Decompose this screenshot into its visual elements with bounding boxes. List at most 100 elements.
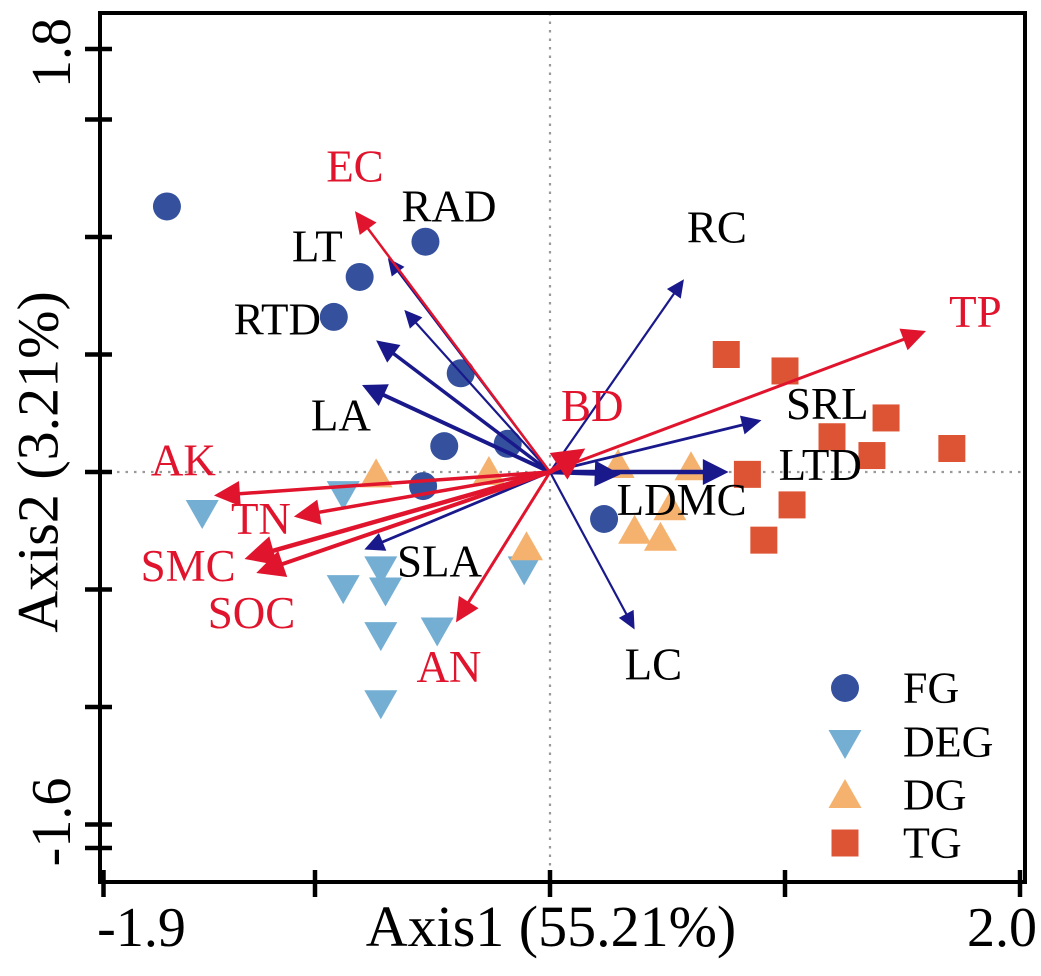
env-arrow-SOC-shaft bbox=[268, 470, 551, 571]
legend-marker-TG bbox=[831, 829, 859, 857]
arrow-labels: RAD LT RTD LA RC SRL LTD LDMC SLA LC EC TP BD AK TNSMC… bbox=[141, 142, 1002, 693]
trait-arrow-SLA-shaft bbox=[372, 470, 551, 548]
trait-arrow-RC-head bbox=[666, 279, 684, 299]
env-arrow-SMC-head bbox=[244, 536, 278, 566]
point-DG bbox=[643, 521, 677, 551]
point-DEG bbox=[364, 556, 398, 586]
trait-arrow-LT-shaft bbox=[409, 315, 551, 473]
trait-arrow-label-SLA: SLA bbox=[397, 536, 483, 586]
point-TG bbox=[872, 404, 900, 432]
point-DEG bbox=[420, 617, 454, 647]
point-FG bbox=[345, 262, 374, 291]
legend-marker-DEG bbox=[828, 730, 862, 759]
legend-label-TG: TG bbox=[903, 819, 962, 868]
axes: -1.9 2.0 1.8 -1.6 Axis1 (55.21%) Axis2 (3.21%… bbox=[6, 11, 1037, 959]
x-axis-title: Axis1 (55.21%) bbox=[366, 894, 737, 959]
point-FG bbox=[319, 302, 348, 331]
x-tick-label: -1.9 bbox=[97, 897, 186, 959]
env-arrow-label-TP: TP bbox=[949, 287, 1002, 337]
trait-arrow-RC-shaft bbox=[549, 285, 680, 473]
trait-arrow-LC-head bbox=[618, 609, 635, 630]
point-DEG bbox=[507, 556, 541, 586]
env-arrow-EC-head bbox=[354, 211, 377, 236]
env-arrow-TP bbox=[549, 328, 926, 474]
trait-arrow-SRL bbox=[549, 415, 762, 474]
env-arrow-label-TN: TN bbox=[231, 494, 291, 544]
point-TG bbox=[750, 526, 778, 554]
x-tick-label: 2.0 bbox=[967, 897, 1037, 959]
legend-item-TG: TG bbox=[831, 819, 962, 868]
trait-arrow-label-RAD: RAD bbox=[401, 181, 496, 231]
legend-marker-FG bbox=[831, 674, 859, 702]
point-TG bbox=[938, 435, 966, 462]
env-arrow-BD-head bbox=[549, 448, 586, 480]
legend-label-FG: FG bbox=[903, 664, 959, 713]
legend-marker-DG bbox=[828, 779, 862, 808]
trait-arrow-LA bbox=[362, 384, 551, 474]
env-arrow-SMC bbox=[244, 469, 551, 566]
env-arrow-AN bbox=[456, 471, 552, 623]
point-DG bbox=[618, 514, 652, 544]
env-arrow-label-AN: AN bbox=[416, 642, 481, 692]
env-arrow-AK bbox=[213, 470, 551, 507]
trait-arrow-RTD-shaft bbox=[383, 345, 552, 474]
env-arrow-AK-shaft bbox=[226, 470, 551, 497]
point-DG bbox=[359, 458, 393, 488]
env-arrow-SMC-shaft bbox=[258, 469, 551, 558]
env-arrow-EC-shaft bbox=[360, 219, 552, 473]
point-FG bbox=[430, 432, 459, 461]
point-DG bbox=[653, 491, 687, 521]
trait-arrow-label-LC: LC bbox=[625, 640, 683, 690]
env-arrow-label-EC: EC bbox=[326, 142, 384, 192]
point-FG bbox=[590, 505, 619, 533]
plot-frame bbox=[98, 11, 1027, 884]
point-TG bbox=[778, 491, 806, 519]
trait-arrow-LC bbox=[549, 471, 635, 630]
trait-arrow-LA-head bbox=[362, 384, 389, 407]
env-arrow-TN-shaft bbox=[306, 470, 551, 517]
env-arrow-SOC bbox=[256, 470, 551, 577]
env-arrow-TP-head bbox=[899, 328, 926, 351]
legend-label-DEG: DEG bbox=[903, 718, 993, 767]
point-FG bbox=[152, 192, 181, 221]
legend-label-DG: DG bbox=[903, 771, 967, 820]
point-FG bbox=[411, 227, 440, 256]
point-TG bbox=[733, 460, 761, 488]
env-arrow-AN-shaft bbox=[461, 471, 552, 614]
env-arrow-label-SMC: SMC bbox=[141, 541, 236, 591]
trait-arrow-label-RC: RC bbox=[687, 203, 747, 253]
trait-arrow-SRL-head bbox=[739, 415, 762, 435]
legend-item-DG: DG bbox=[828, 771, 967, 820]
y-axis-title: Axis2 (3.21%) bbox=[6, 291, 71, 633]
trait-arrow-RTD bbox=[376, 340, 552, 474]
legend-item-FG: FG bbox=[831, 664, 959, 713]
trait-arrow-label-LTD: LTD bbox=[779, 440, 862, 490]
trait-arrow-LT-head bbox=[404, 309, 423, 329]
y-tick-label: 1.8 bbox=[21, 18, 83, 88]
trait-arrow-RC bbox=[549, 279, 684, 473]
trait-arrow-label-LDMC: LDMC bbox=[617, 475, 747, 525]
env-arrow-BD bbox=[548, 448, 586, 480]
point-TG bbox=[858, 442, 886, 470]
series-DEG bbox=[185, 481, 541, 720]
point-DEG bbox=[185, 499, 219, 529]
trait-arrow-SLA-head bbox=[364, 533, 387, 551]
env-arrow-label-SOC: SOC bbox=[208, 588, 296, 638]
trait-arrow-label-SRL: SRL bbox=[786, 379, 869, 429]
point-TG bbox=[818, 423, 846, 451]
trait-arrow-SLA bbox=[364, 470, 551, 551]
env-arrow-TN bbox=[293, 470, 551, 525]
env-arrow-AN-head bbox=[456, 595, 479, 623]
trait-arrow-LT bbox=[404, 309, 551, 473]
trait-arrow-label-LT: LT bbox=[292, 221, 343, 271]
legend-item-DEG: DEG bbox=[828, 718, 993, 767]
zero-reference-lines bbox=[100, 13, 1025, 882]
trait-arrow-LDMC bbox=[549, 460, 621, 487]
env-arrow-EC bbox=[354, 211, 552, 473]
point-DEG bbox=[364, 622, 398, 652]
point-DEG bbox=[326, 575, 360, 605]
point-DEG bbox=[369, 577, 402, 607]
trait-arrow-label-RTD: RTD bbox=[234, 294, 321, 344]
trait-arrow-RTD-head bbox=[376, 340, 401, 363]
